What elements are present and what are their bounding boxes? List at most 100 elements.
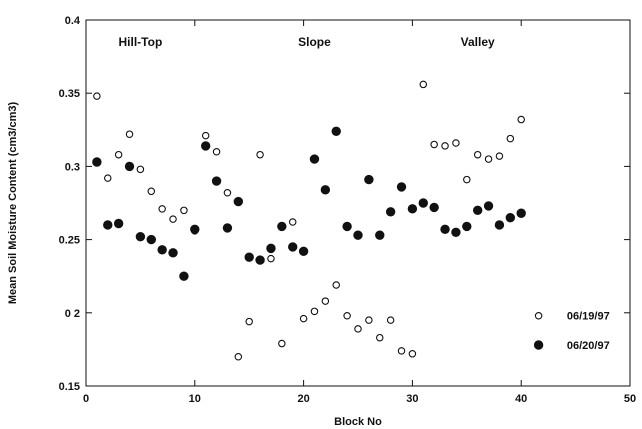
x-tick-label: 30 [406,393,418,405]
data-point-0619 [180,206,188,215]
data-point-0619 [430,140,438,149]
data-point-0620 [516,208,526,218]
data-point-0620 [288,242,298,252]
data-point-0619 [506,134,515,143]
data-point-0619 [484,155,493,163]
data-point-0620 [320,185,331,195]
legend-marker [534,311,543,320]
y-axis-label: Mean Soil Moisture Content (cm3/cm3) [7,102,19,305]
data-point-0619 [267,254,275,263]
data-point-0619 [354,325,362,333]
data-point-0620 [407,204,418,214]
data-point-0619 [212,148,221,156]
data-point-0619 [343,311,351,320]
data-point-0620 [364,174,374,185]
data-point-0619 [299,314,308,323]
data-point-0620 [113,218,124,229]
data-point-0620 [440,224,450,235]
data-point-0619 [201,131,210,140]
legend: 06/19/97 06/20/97 [533,311,610,352]
data-point-0619 [288,218,297,226]
data-point-0620 [179,271,189,281]
legend-label: 06/20/97 [567,340,610,352]
data-point-0620 [451,227,461,237]
data-point-0619 [136,165,145,174]
plot-frame [85,19,631,387]
data-point-0620 [135,231,146,242]
legend-label: 06/19/97 [567,311,610,323]
data-point-0620 [244,252,254,262]
data-point-0620 [277,221,287,232]
data-point-0620 [472,205,483,216]
data-point-0619 [473,150,482,159]
data-point-0619 [452,139,460,147]
region-labels: Hill-Top Slope Valley [119,35,496,49]
data-point-0620 [396,182,407,192]
y-tick-label: 0 2 [65,308,80,320]
y-tick-label: 0.35 [59,88,80,100]
data-point-0620 [494,220,505,230]
data-point-0620 [190,224,200,235]
data-point-0620 [124,161,135,172]
data-point-0620 [92,157,102,167]
data-point-0619 [386,316,395,324]
data-point-0619 [256,150,264,159]
legend-marker [533,340,544,350]
data-point-0620 [233,196,244,207]
data-point-0620 [483,201,494,211]
y-tick-label: 0.3 [65,161,80,173]
y-tick-label: 0.15 [59,381,80,393]
y-tick-label: 0.4 [65,15,81,27]
x-tick-label: 10 [189,393,201,405]
data-point-0620 [505,212,516,223]
data-point-0619 [114,150,123,159]
data-point-0620 [309,154,320,164]
x-tick-label: 0 [83,393,89,405]
data-point-0620 [462,221,472,232]
x-tick-label: 20 [297,393,309,405]
data-point-0619 [365,316,373,324]
data-point-0619 [158,205,166,213]
data-point-0619 [408,350,417,358]
data-point-0620 [429,202,439,213]
data-point-0620 [342,221,352,232]
data-point-0620 [146,234,156,245]
data-point-0620 [168,248,178,258]
x-axis-label: Block No [334,416,382,428]
data-point-0619 [463,175,471,184]
data-point-0620 [255,255,265,265]
data-point-0619 [245,317,253,326]
data-points [92,80,526,361]
data-point-0620 [200,141,211,151]
data-point-0620 [266,243,276,254]
data-point-0620 [418,198,428,208]
data-point-0620 [157,245,167,255]
region-label: Slope [298,35,331,49]
x-tick-label: 40 [515,393,527,405]
data-point-0619 [332,281,340,289]
data-point-0619 [517,115,525,124]
data-point-0619 [169,215,177,223]
axis-ticks [85,19,631,387]
data-point-0620 [211,176,222,186]
axis-tick-labels: 0 10 20 30 40 50 0.15 0 2 0.25 0.3 0.35 0.4 [59,15,637,405]
data-point-0619 [125,130,134,138]
data-point-0620 [103,220,113,230]
data-point-0619 [223,189,232,197]
data-point-0619 [376,333,384,342]
x-tick-label: 50 [624,393,636,405]
data-point-0619 [397,347,406,355]
data-point-0620 [385,207,396,217]
data-point-0619 [234,352,243,361]
data-point-0619 [441,142,449,150]
data-point-0620 [331,126,341,136]
data-point-0619 [147,187,156,196]
data-point-0619 [104,174,112,182]
data-point-0619 [93,92,101,100]
data-point-0619 [321,297,330,305]
data-point-0620 [298,246,309,257]
region-label: Hill-Top [119,35,163,49]
region-label: Valley [461,35,495,49]
data-point-0619 [278,339,286,348]
